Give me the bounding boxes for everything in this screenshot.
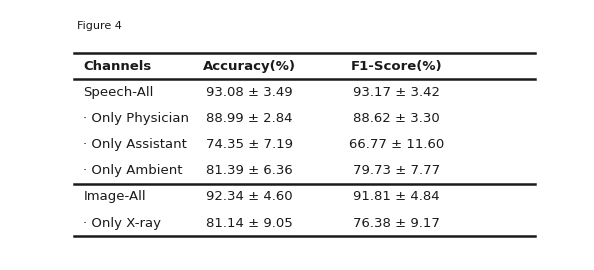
Text: · Only Assistant: · Only Assistant [83,138,187,151]
Text: Accuracy(%): Accuracy(%) [203,60,296,73]
Text: 91.81 ± 4.84: 91.81 ± 4.84 [353,190,440,203]
Text: 74.35 ± 7.19: 74.35 ± 7.19 [206,138,293,151]
Text: 93.08 ± 3.49: 93.08 ± 3.49 [206,86,292,99]
Text: · Only Ambient: · Only Ambient [83,164,183,177]
Text: · Only Physician: · Only Physician [83,112,189,125]
Text: Channels: Channels [83,60,151,73]
Text: 81.39 ± 6.36: 81.39 ± 6.36 [206,164,293,177]
Text: 93.17 ± 3.42: 93.17 ± 3.42 [353,86,440,99]
Text: Image-All: Image-All [83,190,146,203]
Text: Figure 4: Figure 4 [77,21,121,31]
Text: 66.77 ± 11.60: 66.77 ± 11.60 [349,138,444,151]
Text: 79.73 ± 7.77: 79.73 ± 7.77 [353,164,440,177]
Text: 88.99 ± 2.84: 88.99 ± 2.84 [206,112,292,125]
Text: 88.62 ± 3.30: 88.62 ± 3.30 [353,112,440,125]
Text: 76.38 ± 9.17: 76.38 ± 9.17 [353,217,440,230]
Text: Speech-All: Speech-All [83,86,154,99]
Text: · Only X-ray: · Only X-ray [83,217,162,230]
Text: 81.14 ± 9.05: 81.14 ± 9.05 [206,217,293,230]
Text: 92.34 ± 4.60: 92.34 ± 4.60 [206,190,292,203]
Text: F1-Score(%): F1-Score(%) [350,60,443,73]
